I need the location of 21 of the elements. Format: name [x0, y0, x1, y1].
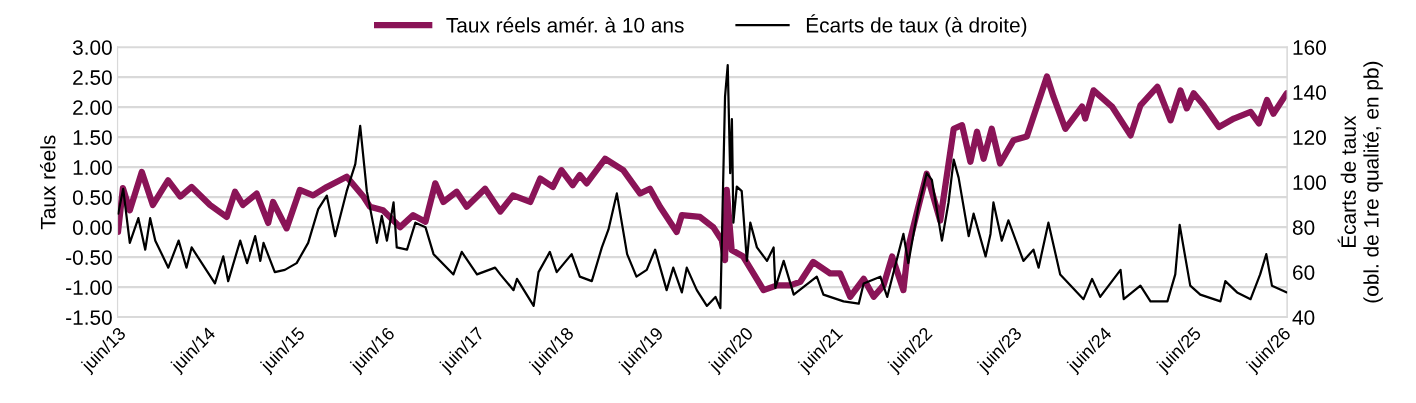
legend-label: Taux réels amér. à 10 ans [446, 17, 684, 33]
y2-tick-label: 100 [1293, 175, 1326, 190]
y-tick-label: 1.50 [73, 130, 112, 145]
y2-axis-title: Écarts de taux (obl. de 1re qualité, en pb) [1337, 61, 1383, 303]
y-tick-label: 0.00 [72, 220, 112, 235]
y-tick-label: 2.50 [73, 70, 112, 85]
y-tick-label: -1.00 [66, 280, 112, 295]
legend-label: Écarts de taux (à droite) [806, 14, 1027, 37]
y-tick-label: 3.00 [72, 40, 112, 55]
y2-tick-label: 80 [1292, 220, 1315, 235]
y2-tick-label: 140 [1293, 85, 1326, 100]
y-tick-label: -0.50 [66, 250, 112, 265]
y-tick-label: 1.00 [73, 160, 112, 175]
y-tick-label: -1.50 [66, 310, 112, 325]
y2-tick-label: 60 [1293, 265, 1315, 280]
y-axis-title: Taux réels [39, 135, 56, 230]
y-tick-label: 2.00 [73, 100, 112, 115]
y2-tick-label: 160 [1293, 40, 1326, 55]
y2-tick-label: 120 [1293, 130, 1326, 145]
y2-tick-label: 40 [1292, 310, 1315, 325]
y-tick-label: 0.50 [72, 190, 112, 205]
